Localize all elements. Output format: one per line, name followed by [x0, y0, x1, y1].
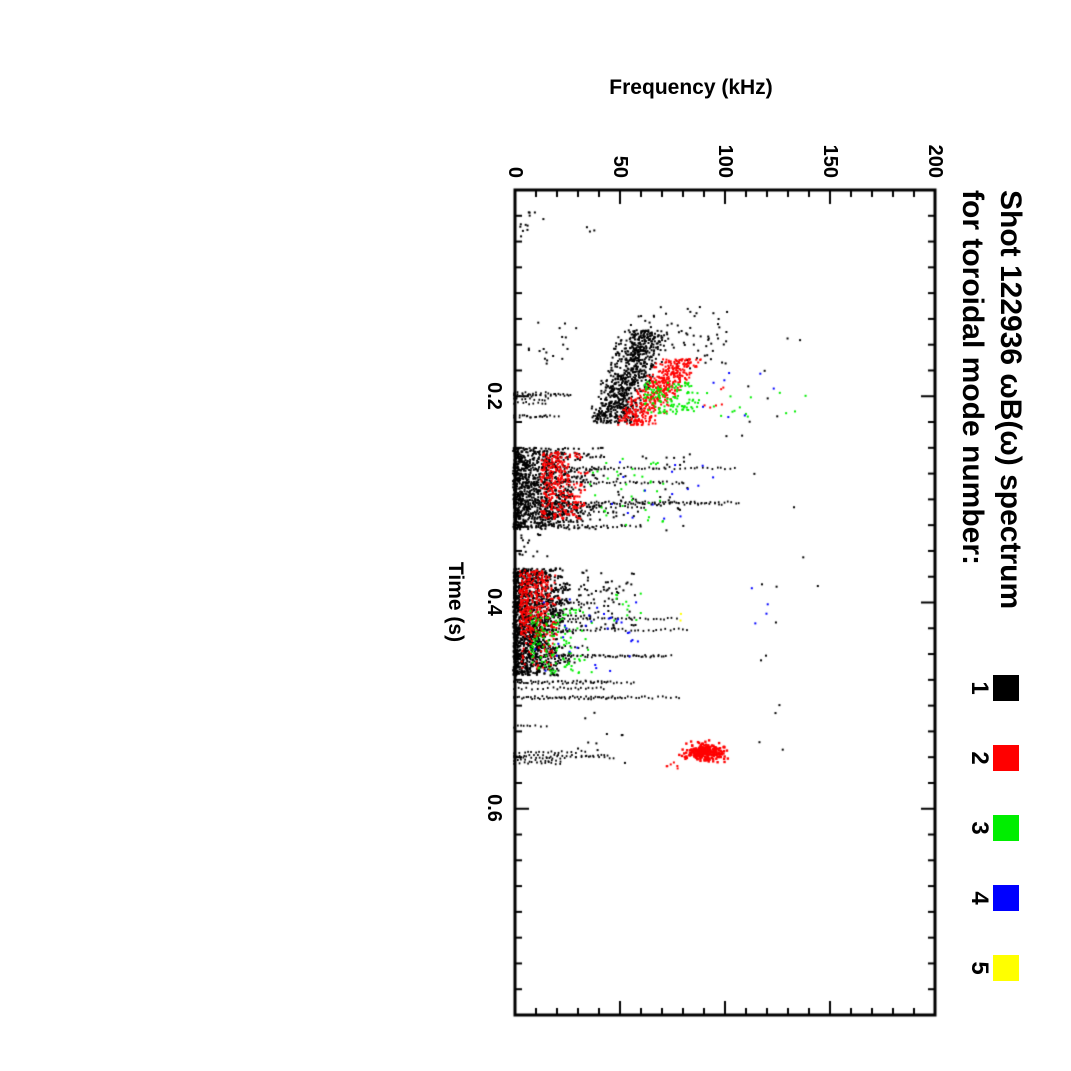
- legend-label-mode-2: 2: [966, 751, 993, 765]
- time-tick-label-0p6: 0.6: [483, 794, 505, 822]
- freq-tick-label-50: 50: [609, 155, 631, 178]
- legend-label-mode-5: 5: [966, 961, 993, 975]
- legend-swatch-mode-3: [993, 815, 1019, 841]
- legend-label-mode-3: 3: [966, 821, 993, 835]
- time-tick-label-0p2: 0.2: [483, 382, 505, 410]
- freq-tick-label-200: 200: [924, 144, 946, 178]
- freq-tick-label-100: 100: [714, 144, 736, 178]
- freq-tick-label-0: 0: [504, 166, 526, 178]
- legend-label-mode-4: 4: [966, 891, 993, 905]
- time-axis-label: Time (s): [444, 561, 467, 643]
- freq-tick-label-150: 150: [819, 144, 841, 178]
- legend-swatch-mode-4: [993, 885, 1019, 911]
- legend-label-mode-1: 1: [966, 681, 993, 695]
- figure-title-line1: Shot 122936 ωB(ω) spectrum: [994, 190, 1027, 610]
- figure-title-line2: for toroidal mode number:: [956, 190, 989, 565]
- legend-swatch-mode-5: [993, 955, 1019, 981]
- frequency-axis-label: Frequency (kHz): [609, 76, 773, 99]
- time-tick-label-0p4: 0.4: [483, 588, 505, 616]
- legend-swatch-mode-2: [993, 745, 1019, 771]
- legend-swatch-mode-1: [993, 675, 1019, 701]
